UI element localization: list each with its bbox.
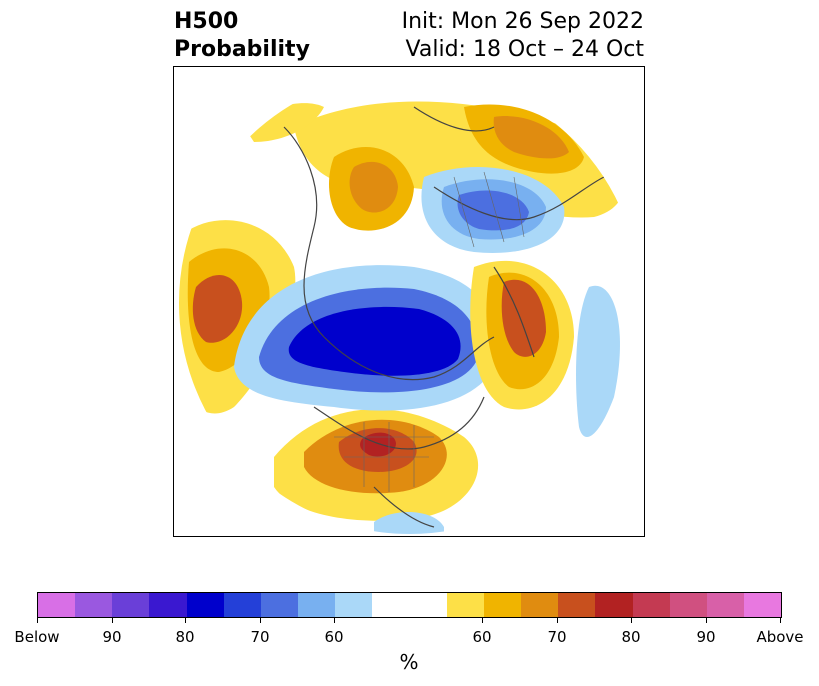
colorbar-swatch <box>409 593 447 617</box>
colorbar-swatch <box>446 593 484 617</box>
above-region-atlantic-core <box>501 279 546 357</box>
above-region-eurasia-core <box>493 116 569 159</box>
colorbar-tick-label: 80 <box>175 628 195 646</box>
colorbar-swatch <box>149 593 187 617</box>
coastlines <box>283 106 605 528</box>
date-info: Init: Mon 26 Sep 2022 Valid: 18 Oct – 24… <box>402 8 644 64</box>
colorbar-tick-label: 60 <box>324 628 344 646</box>
below-region-east-atlantic <box>576 285 620 437</box>
colorbar-swatch <box>669 593 707 617</box>
colorbar-tick-mark <box>260 618 261 623</box>
colorbar-swatch <box>632 593 670 617</box>
hemisphere-edge <box>177 70 643 536</box>
colorbar-swatch <box>706 593 744 617</box>
colorbar-tick-mark <box>706 618 707 623</box>
colorbar-tick-label: 60 <box>472 628 492 646</box>
above-region-west-pacific-core <box>192 275 243 343</box>
colorbar-swatch <box>372 593 410 617</box>
colorbar-tick-label: Above <box>756 628 804 646</box>
colorbar-unit: % <box>399 650 419 674</box>
valid-range: Valid: 18 Oct – 24 Oct <box>405 37 644 62</box>
colorbar-swatch <box>483 593 522 617</box>
below-region-asia-core <box>457 190 529 231</box>
map-canvas <box>177 70 643 536</box>
colorbar-swatch <box>260 593 299 617</box>
above-region-north-america-core <box>360 432 396 457</box>
colorbar-tick-label: 90 <box>102 628 122 646</box>
colorbar-swatch <box>558 593 596 617</box>
above-region-siberia-core <box>349 161 398 213</box>
colorbar-tick-mark <box>112 618 113 623</box>
colorbar-tick-label: 70 <box>250 628 270 646</box>
colorbar-swatch <box>75 593 113 617</box>
colorbar-swatch <box>38 593 76 617</box>
colorbar-tick-mark <box>631 618 632 623</box>
borders <box>334 171 525 492</box>
colorbar-swatch <box>298 593 336 617</box>
below-region-arctic-core <box>288 306 461 376</box>
colorbar-tick-mark <box>334 618 335 623</box>
title-line-2: Probability <box>174 37 310 62</box>
colorbar-swatch <box>595 593 633 617</box>
colorbar-tick-label: 80 <box>621 628 641 646</box>
colorbar-tick-mark <box>557 618 558 623</box>
below-region-south <box>374 512 444 535</box>
colorbar-tick-label: 70 <box>547 628 567 646</box>
colorbar-swatch <box>335 593 373 617</box>
colorbar-tick-label: 90 <box>696 628 716 646</box>
colorbar-tick-mark <box>780 618 781 623</box>
map-title: H500 Probability <box>174 8 310 64</box>
above-region-north-cap <box>244 103 324 142</box>
colorbar-tick-mark <box>482 618 483 623</box>
colorbar-swatch <box>186 593 224 617</box>
colorbar-swatch <box>223 593 261 617</box>
probability-map <box>173 66 645 537</box>
colorbar-swatch <box>521 593 559 617</box>
colorbar-tick-label: Below <box>14 628 60 646</box>
title-line-1: H500 <box>174 9 239 34</box>
init-date: Init: Mon 26 Sep 2022 <box>401 9 644 34</box>
colorbar-tick-mark <box>37 618 38 623</box>
colorbar-swatch <box>743 593 782 617</box>
colorbar-swatch <box>112 593 150 617</box>
colorbar <box>37 592 782 618</box>
colorbar-tick-mark <box>185 618 186 623</box>
